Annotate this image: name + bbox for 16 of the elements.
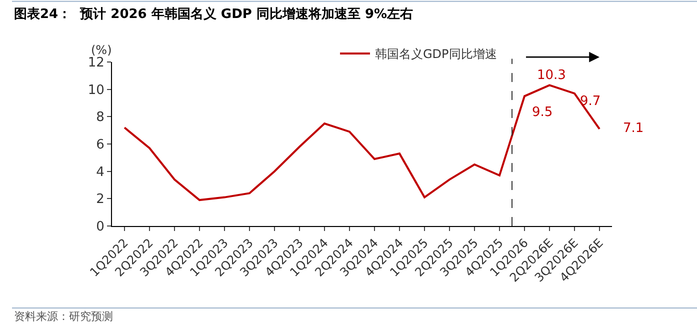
data-label: 9.7 — [580, 94, 601, 109]
data-label: 10.3 — [537, 68, 566, 83]
data-label: 7.1 — [623, 121, 644, 136]
text: 资料来源：研究预测 — [14, 310, 113, 323]
chart-title: 图表24： 预计 2026 年韩国名义 GDP 同比增速将加速至 9%左右 — [14, 6, 414, 22]
y-tick-label: 8 — [96, 110, 104, 126]
y-tick-label: 2 — [96, 192, 104, 208]
y-tick-label: 10 — [88, 82, 104, 98]
line-series — [124, 84, 600, 202]
legend-label: 韩国名义GDP同比增速 — [375, 47, 497, 62]
y-axis-title: (%) — [91, 43, 112, 57]
y-tick-label: 12 — [88, 56, 104, 71]
y-tick-label: 4 — [96, 164, 104, 180]
y-tick-label: 6 — [96, 138, 104, 153]
data-label: 9.5 — [532, 105, 553, 120]
y-tick-label: 0 — [96, 220, 104, 235]
